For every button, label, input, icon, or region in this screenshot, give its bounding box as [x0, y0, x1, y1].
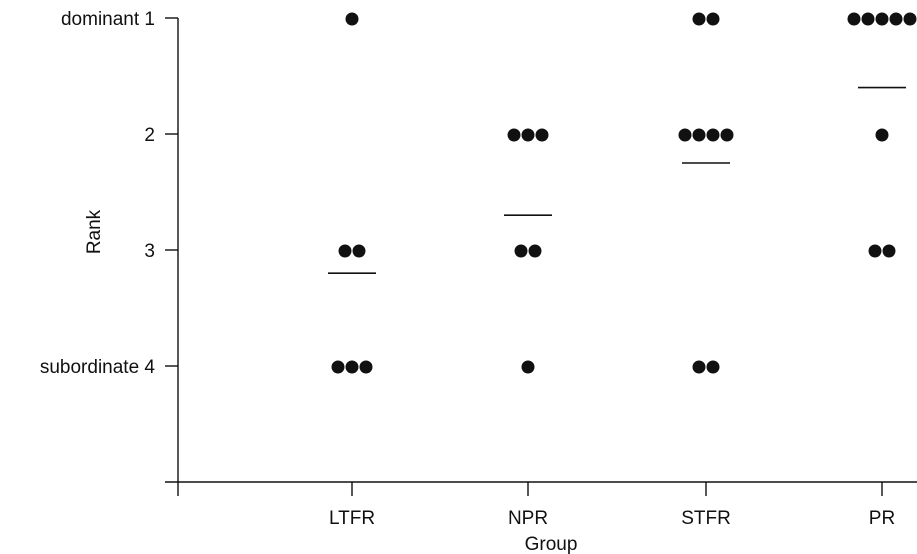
data-point	[521, 128, 535, 142]
data-point	[692, 12, 706, 26]
data-point	[706, 128, 720, 142]
x-tick-label: LTFR	[329, 508, 375, 529]
y-tick-label: dominant 1	[61, 9, 155, 30]
data-point	[720, 128, 734, 142]
x-ticks: LTFR NPR STFR PR	[329, 482, 895, 529]
y-tick-label: subordinate 4	[40, 357, 156, 378]
data-point	[706, 12, 720, 26]
data-point	[521, 360, 535, 374]
data-point	[352, 244, 366, 258]
data-point	[507, 128, 521, 142]
y-tick-label: 3	[144, 241, 155, 262]
data-point	[345, 360, 359, 374]
x-axis-title: Group	[525, 534, 578, 554]
data-point	[706, 360, 720, 374]
data-point	[882, 244, 896, 258]
data-point	[345, 12, 359, 26]
data-point	[903, 12, 917, 26]
data-point	[861, 12, 875, 26]
y-axis-title: Rank	[84, 209, 105, 254]
y-tick-label: 2	[144, 125, 155, 146]
data-point	[678, 128, 692, 142]
data-point	[514, 244, 528, 258]
x-tick-label: PR	[869, 508, 895, 529]
data-point	[875, 12, 889, 26]
x-tick-label: STFR	[681, 508, 731, 529]
data-point	[868, 244, 882, 258]
data-point	[535, 128, 549, 142]
data-point	[847, 12, 861, 26]
data-point	[889, 12, 903, 26]
data-point	[338, 244, 352, 258]
data-point	[692, 128, 706, 142]
data-marks	[328, 12, 917, 374]
data-point	[692, 360, 706, 374]
x-tick-label: NPR	[508, 508, 548, 529]
data-point	[331, 360, 345, 374]
data-point	[528, 244, 542, 258]
data-point	[875, 128, 889, 142]
y-ticks: dominant 1 2 3 subordinate 4	[40, 9, 178, 378]
data-point	[359, 360, 373, 374]
axes	[165, 18, 917, 496]
